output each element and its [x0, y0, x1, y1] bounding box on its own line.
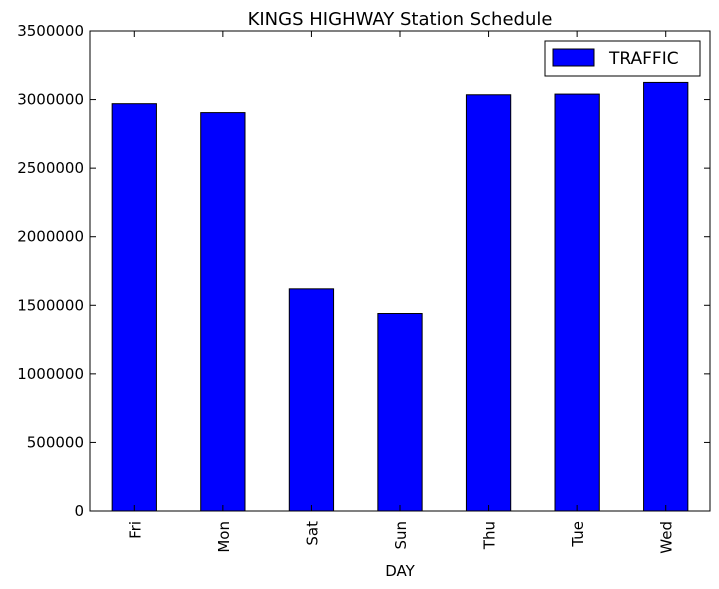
bar-fri — [111, 103, 157, 512]
x-tick-label-sat: Sat — [303, 521, 321, 546]
x-tick-label-wed: Wed — [658, 521, 676, 554]
y-tick-label-6: 3000000 — [17, 91, 84, 109]
legend: TRAFFIC — [544, 40, 701, 77]
x-tick-label-tue: Tue — [569, 521, 587, 548]
y-tick-label-1: 500000 — [27, 433, 84, 451]
legend-swatch-traffic — [552, 48, 595, 67]
legend-label-traffic: TRAFFIC — [608, 49, 679, 69]
x-axis-label: DAY — [385, 562, 415, 580]
bars-group — [111, 81, 689, 512]
bar-sat — [288, 288, 335, 512]
y-tick-label-5: 2500000 — [17, 159, 84, 177]
y-tick-label-3: 1500000 — [17, 296, 84, 314]
y-tick-label-2: 1000000 — [17, 365, 84, 383]
bar-thu — [465, 94, 512, 512]
y-tick-label-0: 0 — [74, 502, 84, 520]
bar-wed — [643, 81, 689, 512]
x-tick-label-sun: Sun — [392, 521, 410, 550]
y-tick-label-7: 3500000 — [17, 22, 84, 40]
chart-title: KINGS HIGHWAY Station Schedule — [248, 9, 553, 30]
x-tick-label-thu: Thu — [481, 521, 499, 550]
x-tick-label-mon: Mon — [215, 521, 233, 553]
x-tick-label-fri: Fri — [126, 521, 144, 539]
y-axis: 0 500000 1000000 1500000 2000000 2500000 30000… — [17, 22, 710, 520]
bar-mon — [200, 112, 246, 512]
x-axis: Fri Mon Sat Sun Thu Tue Wed — [126, 31, 676, 554]
y-tick-label-4: 2000000 — [17, 228, 84, 246]
bar-tue — [554, 93, 600, 512]
bar-sun — [377, 313, 423, 512]
plot-frame — [89, 30, 711, 512]
